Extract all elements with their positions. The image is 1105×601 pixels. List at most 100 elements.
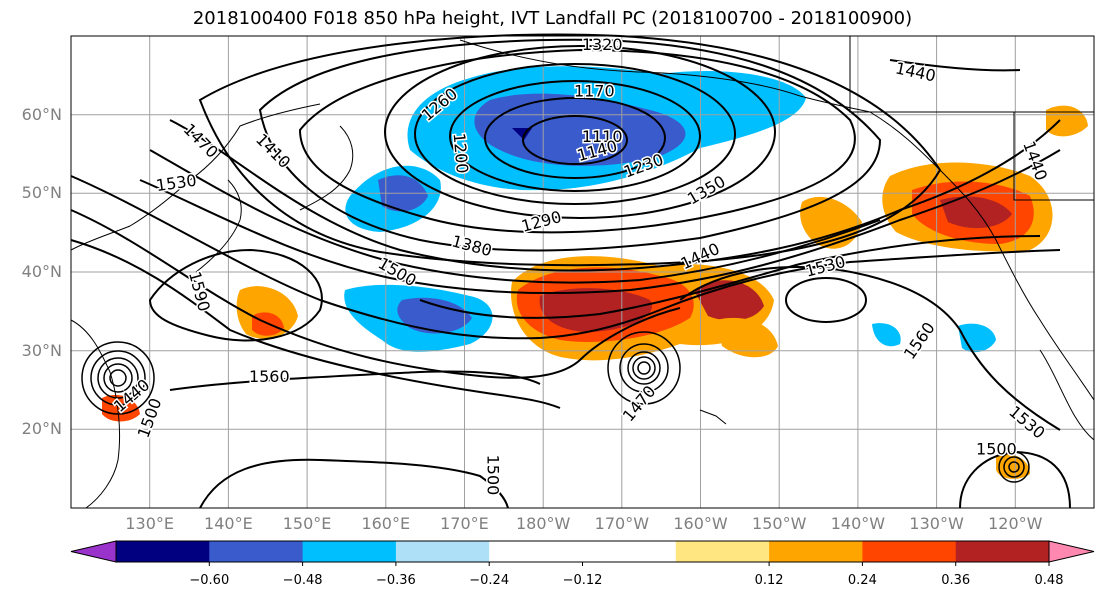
contour-1530-west xyxy=(70,239,561,409)
asia-coastline xyxy=(70,103,321,251)
cyclone-rings xyxy=(81,331,1030,483)
height-contours xyxy=(70,33,1071,509)
colorbar xyxy=(70,540,1095,566)
contour-1320 xyxy=(198,33,942,267)
lon-label: 150°W xyxy=(752,514,807,533)
lon-label: 170°W xyxy=(594,514,650,533)
typhoon-ring-1 xyxy=(109,369,127,387)
lon-label: 160°W xyxy=(673,514,728,533)
contour-1560-west xyxy=(169,370,541,391)
contour-1530-east xyxy=(679,266,1061,431)
map-title: 2018100400 F018 850 hPa height, IVT Land… xyxy=(192,8,913,29)
contour-1560-east xyxy=(785,277,867,323)
lon-label: 140°W xyxy=(830,514,886,533)
japan-coastline xyxy=(195,179,242,273)
lon-label: 120°W xyxy=(988,514,1043,533)
contour-1590 xyxy=(148,248,323,342)
central-low-ring-4 xyxy=(619,343,669,393)
lat-label: 40°N xyxy=(21,262,62,281)
contour-1290 xyxy=(258,38,882,252)
colorbar-tick-label: −0.60 xyxy=(189,573,230,588)
lon-label: 160°E xyxy=(361,514,411,533)
map-frame xyxy=(70,35,1095,509)
ivt-positive-region-canada xyxy=(1046,105,1088,137)
colorbar-extend-min xyxy=(70,540,117,563)
typhoon-ring-5 xyxy=(81,341,155,415)
typhoon-ring-4 xyxy=(90,350,146,406)
north-america-coastline xyxy=(869,111,1095,401)
contour-label: 1560 xyxy=(249,367,290,386)
hawaii-islands xyxy=(699,409,727,425)
colorbar-segment xyxy=(769,541,863,562)
contour-1200 xyxy=(414,63,736,205)
colorbar-tick-label: 0.48 xyxy=(1034,573,1064,588)
contour-1380 xyxy=(149,149,881,284)
colorbar-segment xyxy=(489,541,583,562)
lat-label: 50°N xyxy=(21,183,62,203)
contour-1440-north xyxy=(889,59,1021,72)
typhoon-ring-3 xyxy=(97,357,139,399)
us-border xyxy=(1013,112,1094,201)
lon-label: 130°E xyxy=(125,514,175,533)
central-low-ring-5 xyxy=(607,331,681,405)
contour-label: 1170 xyxy=(574,81,615,100)
lat-label: 60°N xyxy=(21,104,62,124)
contour-label: 1110 xyxy=(582,127,623,146)
ivt-strong-negative-central xyxy=(397,297,472,334)
lon-label: 150°E xyxy=(282,514,332,533)
contour-1350 xyxy=(169,119,1061,272)
colorbar-segment xyxy=(209,541,304,562)
colorbar-tick-label: −0.36 xyxy=(375,573,416,588)
kamchatka-coastline xyxy=(299,125,354,211)
contour-1500 xyxy=(70,209,681,379)
contour-1260 xyxy=(298,48,856,234)
colorbar-tick-label: 0.12 xyxy=(754,573,784,588)
china-coastline xyxy=(70,319,121,509)
contour-1440-mid xyxy=(419,235,1041,319)
contour-1470 xyxy=(70,175,1061,340)
ivt-max-positive-central xyxy=(539,288,652,332)
ivt-positive-region-east xyxy=(716,317,778,358)
ivt-strong-negative-region xyxy=(474,93,686,166)
colorbar-tick-label: 0.24 xyxy=(847,573,877,588)
contour-1500-south xyxy=(199,458,509,509)
typhoon-ring-2 xyxy=(103,363,133,393)
mexico-coastline xyxy=(1039,349,1095,441)
colorbar-tick-label: −0.12 xyxy=(562,573,603,588)
central-low-ring-3 xyxy=(627,351,661,385)
ivt-max-positive-northwest xyxy=(940,196,1012,229)
hurricane-ring-1 xyxy=(1008,461,1020,473)
ivt-negative-region-east2 xyxy=(872,323,901,347)
colorbar-tick-label: −0.48 xyxy=(282,573,323,588)
map-gridlines xyxy=(71,36,1094,508)
lon-label: 170°E xyxy=(440,514,489,533)
lon-label: 140°E xyxy=(204,514,253,533)
contour-1110 xyxy=(522,115,628,165)
colorbar-tick-label: 0.36 xyxy=(941,573,971,588)
colorbar-extend-max xyxy=(1048,540,1095,563)
contour-1410 xyxy=(139,149,1061,295)
colorbar-segment xyxy=(862,541,957,562)
central-low-ring-2 xyxy=(632,356,656,380)
hurricane-ring-3 xyxy=(998,451,1030,483)
contour-1140 xyxy=(484,97,666,179)
hurricane-ring-2 xyxy=(1003,456,1025,478)
colorbar-tick-label: −0.24 xyxy=(469,573,510,588)
lon-label: 130°W xyxy=(909,514,964,533)
contour-1170 xyxy=(449,80,701,192)
contour-label: 1200 xyxy=(449,132,471,174)
lat-label: 30°N xyxy=(21,340,62,360)
contour-1230 xyxy=(384,45,776,219)
colorbar-segment xyxy=(302,541,397,562)
colorbar-segment xyxy=(116,541,210,562)
colorbar-segment xyxy=(582,541,677,562)
lat-label: 20°N xyxy=(21,419,62,439)
lon-label: 180°W xyxy=(515,514,571,533)
colorbar-segment xyxy=(675,541,770,562)
colorbar-segment xyxy=(395,541,490,562)
contour-label: 1500 xyxy=(976,439,1017,458)
contour-label: 1320 xyxy=(582,35,623,54)
ivt-max-positive-east xyxy=(694,280,764,321)
